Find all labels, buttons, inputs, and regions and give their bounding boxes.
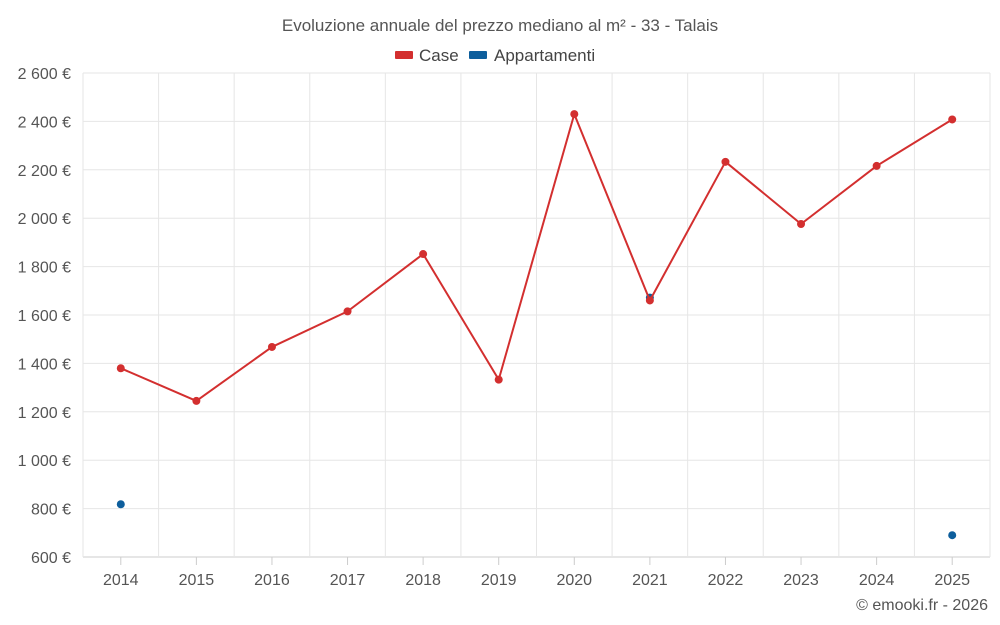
x-tick-label: 2025 bbox=[934, 572, 970, 589]
y-tick-label: 1 600 € bbox=[18, 308, 71, 325]
x-tick-label: 2016 bbox=[254, 572, 290, 589]
x-tick-label: 2021 bbox=[632, 572, 668, 589]
data-point-appartamenti[interactable] bbox=[948, 531, 957, 540]
data-point-case[interactable] bbox=[494, 375, 503, 384]
y-tick-label: 1 200 € bbox=[18, 405, 71, 422]
data-point-case[interactable] bbox=[948, 115, 957, 124]
x-tick-label: 2023 bbox=[783, 572, 819, 589]
x-tick-label: 2018 bbox=[405, 572, 441, 589]
credit-label: © emooki.fr - 2026 bbox=[856, 597, 988, 614]
data-point-case[interactable] bbox=[645, 296, 654, 305]
x-tick-label: 2019 bbox=[481, 572, 517, 589]
data-point-appartamenti[interactable] bbox=[116, 500, 125, 509]
data-point-case[interactable] bbox=[116, 364, 125, 373]
legend-swatch-case bbox=[395, 51, 413, 59]
series-line-case bbox=[120, 113, 953, 402]
chart-title: Evoluzione annuale del prezzo mediano al… bbox=[282, 16, 718, 35]
data-point-case[interactable] bbox=[343, 307, 352, 316]
y-tick-label: 600 € bbox=[31, 550, 71, 567]
data-point-case[interactable] bbox=[797, 220, 806, 229]
x-tick-label: 2022 bbox=[708, 572, 744, 589]
x-tick-label: 2014 bbox=[103, 572, 139, 589]
series-layer bbox=[116, 110, 957, 540]
data-point-case[interactable] bbox=[419, 250, 428, 259]
data-point-case[interactable] bbox=[570, 110, 579, 119]
y-tick-label: 800 € bbox=[31, 502, 71, 519]
y-tick-label: 1 800 € bbox=[18, 260, 71, 277]
legend-label-case: Case bbox=[419, 46, 459, 65]
y-tick-label: 2 000 € bbox=[18, 211, 71, 228]
x-tick-label: 2024 bbox=[859, 572, 895, 589]
legend: Case Appartamenti bbox=[395, 46, 595, 65]
legend-item-appartamenti[interactable]: Appartamenti bbox=[469, 46, 595, 65]
y-tick-label: 1 000 € bbox=[18, 453, 71, 470]
legend-label-appartamenti: Appartamenti bbox=[494, 46, 595, 65]
y-tick-label: 1 400 € bbox=[18, 356, 71, 373]
y-axis-ticks: 600 € 800 € 1 000 € 1 200 € 1 400 € 1 600 € 1 … bbox=[18, 66, 71, 567]
y-tick-label: 2 400 € bbox=[18, 114, 71, 131]
legend-swatch-appartamenti bbox=[469, 51, 487, 59]
data-point-case[interactable] bbox=[192, 396, 201, 405]
y-tick-label: 2 200 € bbox=[18, 163, 71, 180]
data-point-case[interactable] bbox=[267, 342, 276, 351]
x-axis-ticks: 2014 2015 2016 2017 2018 2019 2020 2021 2022 2023… bbox=[103, 557, 970, 589]
y-tick-label: 2 600 € bbox=[18, 66, 71, 83]
data-point-case[interactable] bbox=[872, 161, 881, 170]
x-tick-label: 2015 bbox=[179, 572, 215, 589]
x-tick-label: 2020 bbox=[556, 572, 592, 589]
x-tick-label: 2017 bbox=[330, 572, 366, 589]
data-point-case[interactable] bbox=[721, 157, 730, 166]
grid-layer bbox=[82, 72, 991, 558]
legend-item-case[interactable]: Case bbox=[395, 46, 459, 65]
